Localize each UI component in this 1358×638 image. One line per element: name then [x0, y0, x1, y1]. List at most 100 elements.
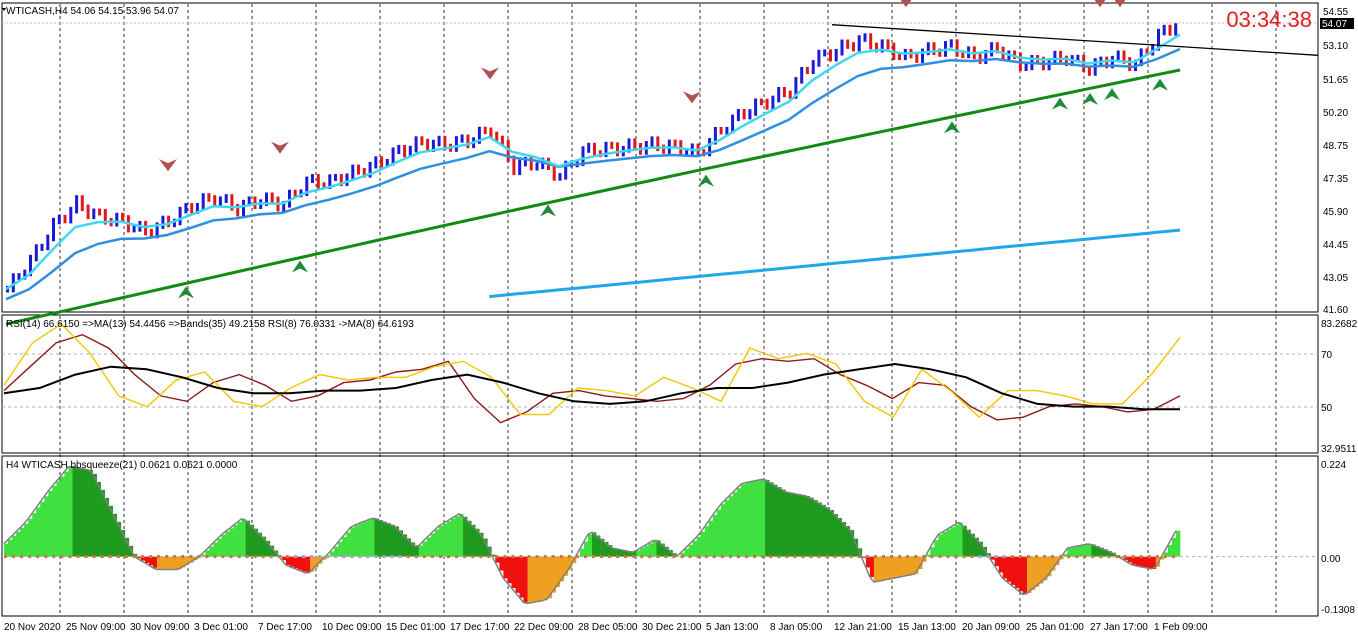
time-axis-label: 30 Dec 21:00	[642, 622, 702, 633]
momentum-bar	[88, 469, 93, 557]
squeeze-dot	[68, 555, 72, 559]
momentum-bar	[990, 556, 996, 560]
momentum-bar	[994, 556, 1000, 567]
price-bar	[80, 195, 84, 212]
time-axis-label: 12 Jan 21:00	[834, 622, 892, 633]
momentum-bar	[390, 524, 395, 557]
momentum-bar	[632, 552, 637, 557]
momentum-bar	[845, 526, 851, 557]
momentum-bar	[112, 513, 118, 557]
price-bar	[247, 196, 251, 207]
momentum-bar	[628, 551, 633, 557]
price-bar	[857, 35, 861, 52]
price-axis-label: 54.55	[1323, 7, 1348, 18]
momentum-bar	[455, 516, 460, 557]
price-bar	[811, 60, 815, 74]
momentum-bar	[668, 550, 673, 557]
price-bar	[155, 222, 159, 239]
momentum-bar	[386, 523, 391, 557]
sell-arrow-icon	[683, 91, 701, 104]
squeeze-dot	[559, 555, 563, 559]
price-bar	[1013, 50, 1017, 59]
momentum-bar	[829, 510, 834, 557]
squeeze-dot	[302, 555, 305, 559]
squeeze-dot	[624, 555, 628, 559]
momentum-bar	[938, 534, 943, 557]
price-bar	[650, 136, 654, 148]
price-bar	[299, 189, 303, 198]
squeeze-dot	[551, 555, 555, 559]
squeeze-dot	[970, 555, 974, 559]
buy-arrow-icon	[540, 204, 556, 217]
price-bar	[719, 126, 723, 135]
price-bar	[627, 138, 631, 153]
price-bar	[426, 138, 430, 152]
time-axis-label: 1 Feb 09:00	[1154, 622, 1208, 633]
momentum-bar	[76, 467, 81, 557]
price-bar	[593, 142, 596, 157]
momentum-bar	[966, 529, 971, 557]
price-bar	[322, 182, 326, 190]
rsi-axis-label: 70	[1321, 350, 1333, 361]
squeeze-pane[interactable]	[1, 455, 1319, 617]
momentum-bar	[1051, 556, 1056, 571]
momentum-bar	[583, 541, 589, 557]
squeeze-dot	[52, 555, 56, 559]
price-bar	[880, 39, 884, 53]
time-axis-label: 3 Dec 01:00	[194, 622, 248, 633]
momentum-bar	[1167, 545, 1173, 557]
squeeze-dot	[165, 555, 169, 559]
price-bar	[132, 225, 136, 233]
momentum-bar	[72, 466, 77, 557]
momentum-bar	[370, 518, 375, 557]
squeeze-dot	[720, 555, 724, 559]
momentum-bar	[4, 543, 9, 557]
squeeze-dot	[310, 555, 314, 559]
squeeze-dot	[269, 555, 273, 559]
momentum-bar	[189, 556, 194, 563]
price-bar	[782, 87, 786, 98]
main-pane[interactable]	[1, 2, 1319, 313]
squeeze-dot	[173, 555, 177, 559]
price-bar	[144, 220, 148, 236]
price-axis-label: 45.90	[1323, 207, 1348, 218]
price-plot	[5, 0, 1319, 326]
ema-slow-line	[5, 47, 1181, 301]
squeeze-dot	[938, 555, 942, 559]
price-bar	[731, 114, 735, 134]
momentum-bar	[1147, 556, 1153, 569]
squeeze-dot	[28, 555, 32, 559]
momentum-bar	[624, 550, 629, 557]
squeeze-dot	[680, 555, 684, 559]
momentum-bar	[616, 548, 621, 557]
price-bar	[218, 196, 222, 207]
squeeze-axis-label: -0.1308	[1321, 605, 1355, 616]
squeeze-dot	[100, 555, 104, 559]
momentum-bar	[950, 527, 955, 557]
momentum-bar	[588, 534, 593, 557]
squeeze-dot	[1035, 555, 1038, 559]
squeeze-dot	[358, 555, 362, 559]
squeeze-dot	[656, 555, 660, 559]
time-axis-label: 28 Dec 05:00	[578, 622, 638, 633]
price-axis-label: 41.60	[1323, 305, 1348, 316]
momentum-bar	[414, 546, 420, 557]
squeeze-dot	[769, 555, 773, 559]
momentum-bar	[1083, 544, 1088, 557]
momentum-bar	[374, 518, 379, 557]
rsi-pane[interactable]	[1, 314, 1319, 454]
momentum-bar	[269, 545, 275, 557]
symbol-dropdown-icon[interactable]	[2, 8, 6, 11]
price-bar	[236, 204, 240, 217]
price-bar	[1024, 63, 1028, 71]
momentum-bar	[1127, 556, 1132, 563]
price-bar	[794, 77, 798, 99]
squeeze-dot	[1075, 555, 1079, 559]
momentum-bar	[930, 547, 935, 557]
momentum-bar	[418, 545, 424, 557]
squeeze-axis: 0.224 0.00 -0.1308	[1321, 460, 1355, 616]
price-bar	[685, 149, 689, 157]
momentum-bar	[24, 523, 29, 557]
momentum-bar	[302, 556, 307, 572]
